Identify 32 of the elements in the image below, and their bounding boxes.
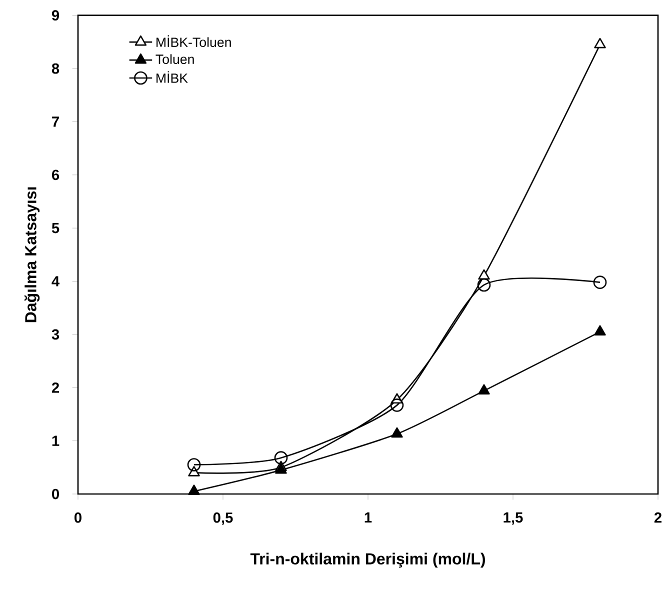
- y-tick-label: 5: [52, 222, 60, 234]
- legend-label: MİBK-Toluen: [156, 35, 231, 47]
- point: [478, 269, 490, 280]
- legend-label: Toluen: [156, 54, 194, 64]
- x-tick-label: 2: [654, 512, 662, 523]
- y-axis-title: Dağılma Katsayısı: [24, 187, 40, 322]
- y-tick-label: 7: [52, 116, 59, 127]
- point: [593, 276, 607, 289]
- point: [188, 484, 200, 496]
- y-tick-label: 6: [52, 170, 60, 180]
- x-tick-label: 1: [364, 512, 372, 522]
- point: [477, 278, 491, 292]
- point: [478, 384, 490, 394]
- y-tick-label: 3: [52, 329, 60, 340]
- x-tick-label: 1,5: [504, 512, 523, 525]
- y-tick-label: 0: [52, 488, 59, 500]
- point: [391, 427, 403, 438]
- point: [274, 451, 288, 465]
- y-tick-label: 9: [52, 10, 60, 21]
- point: [275, 463, 287, 474]
- point: [594, 38, 606, 48]
- point: [390, 398, 404, 412]
- x-tick-label: 0,5: [213, 512, 233, 525]
- legend-label: MİBK: [156, 71, 188, 83]
- x-axis-title: Tri-n-oktilamin Derişimi (mol/L): [250, 552, 486, 568]
- y-tick-label: 8: [52, 63, 60, 74]
- y-tick-label: 4: [52, 276, 60, 286]
- point: [187, 458, 201, 472]
- x-tick-label: 0: [74, 512, 82, 523]
- point: [594, 325, 606, 336]
- y-tick-label: 1: [52, 436, 60, 446]
- y-tick-label: 2: [52, 382, 60, 393]
